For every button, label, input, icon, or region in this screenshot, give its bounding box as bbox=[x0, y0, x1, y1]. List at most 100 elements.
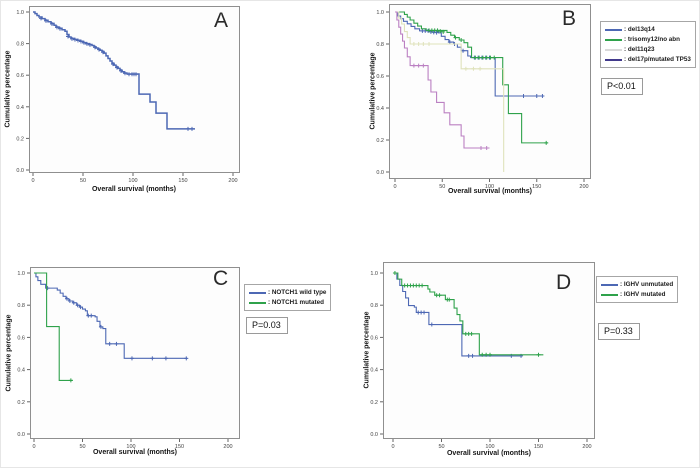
x-tick-label: 100 bbox=[128, 178, 137, 184]
legend-item: : del17p/mutated TP53 bbox=[605, 55, 691, 64]
legend-item: : IGHV mutated bbox=[601, 290, 673, 299]
survival-curve bbox=[33, 11, 195, 130]
x-tick-label: 50 bbox=[439, 184, 445, 190]
y-axis-label: Cumulative percentage bbox=[363, 311, 371, 389]
panel-letter-a: A bbox=[214, 9, 229, 32]
legend-label: : del13q14 bbox=[624, 26, 655, 33]
y-axis-label: Cumulative percentage bbox=[369, 52, 377, 130]
y-tick-label: 0.6 bbox=[370, 335, 378, 341]
survival-curve bbox=[395, 11, 544, 97]
survival-curve bbox=[395, 11, 505, 172]
y-tick-label: 1.0 bbox=[376, 10, 384, 16]
x-tick-label: 0 bbox=[391, 444, 394, 450]
legend-line-swatch bbox=[601, 293, 618, 296]
y-tick-label: 0.2 bbox=[370, 400, 378, 406]
legend-label: : NOTCH1 wild type bbox=[268, 289, 327, 296]
censor-marks bbox=[411, 42, 483, 71]
y-tick-label: 0.8 bbox=[370, 303, 378, 309]
legend-label: : IGHV mutated bbox=[620, 291, 666, 298]
censor-marks bbox=[39, 16, 194, 131]
legend-box: : del13q14 : trisomy12/no abn : del11q23 : … bbox=[600, 21, 696, 68]
x-tick-label: 200 bbox=[228, 178, 237, 184]
y-tick-label: 0.2 bbox=[16, 136, 24, 142]
p-value-box: P=0.03 bbox=[246, 317, 288, 334]
km-plot-c: 0 50 100 150 200 0.0 0.2 0.4 0.6 0.8 1.0 bbox=[17, 267, 240, 450]
km-plot-d: 0 50 100 150 200 0.0 0.2 0.4 0.6 0.8 1.0 bbox=[370, 262, 595, 450]
panel-letter-d: D bbox=[556, 271, 572, 294]
y-tick-label: 1.0 bbox=[17, 271, 25, 277]
legend-item: : NOTCH1 wild type bbox=[249, 288, 326, 297]
y-tick-label: 0.2 bbox=[376, 138, 384, 144]
censor-marks bbox=[45, 286, 189, 361]
legend-item: : NOTCH1 mutated bbox=[249, 298, 326, 307]
survival-curve bbox=[34, 272, 188, 359]
y-tick-label: 0.0 bbox=[376, 170, 384, 176]
legend-label: : trisomy12/no abn bbox=[624, 36, 680, 43]
legend-item: : trisomy12/no abn bbox=[605, 35, 691, 44]
legend-line-swatch bbox=[249, 291, 266, 294]
legend-line-swatch bbox=[605, 38, 622, 41]
y-tick-label: 0.6 bbox=[16, 73, 24, 79]
km-plot-a: 0 50 100 150 200 0.0 0.2 0.4 0.6 0.8 1.0 bbox=[16, 6, 240, 184]
x-axis-label: Overall survival (months) bbox=[446, 450, 532, 457]
p-value-box: P=0.33 bbox=[598, 323, 640, 340]
x-tick-label: 100 bbox=[485, 184, 494, 190]
x-tick-label: 150 bbox=[532, 184, 541, 190]
y-tick-label: 0.4 bbox=[16, 105, 24, 111]
y-tick-label: 1.0 bbox=[370, 271, 378, 277]
y-tick-label: 0.0 bbox=[17, 432, 25, 438]
x-tick-label: 100 bbox=[485, 444, 494, 450]
legend-line-swatch bbox=[605, 48, 622, 51]
censor-marks bbox=[420, 28, 545, 98]
legend-line-swatch bbox=[249, 301, 266, 304]
legend-line-swatch bbox=[601, 283, 618, 286]
censor-marks bbox=[427, 28, 549, 145]
x-tick-label: 200 bbox=[223, 444, 232, 450]
y-tick-label: 0.6 bbox=[376, 74, 384, 80]
censor-marks bbox=[411, 63, 489, 150]
x-axis-label: Overall survival (months) bbox=[91, 186, 177, 193]
survival-curve bbox=[395, 11, 490, 149]
x-tick-label: 50 bbox=[79, 444, 85, 450]
y-tick-label: 0.2 bbox=[17, 400, 25, 406]
y-tick-label: 0.4 bbox=[370, 368, 378, 374]
legend-label: : del11q23 bbox=[624, 46, 655, 53]
panel-letter-b: B bbox=[562, 7, 577, 30]
y-axis-label: Cumulative percentage bbox=[4, 50, 12, 128]
km-plot-b: 0 50 100 150 200 0.0 0.2 0.4 0.6 0.8 1.0 bbox=[376, 4, 591, 190]
legend-item: : IGHV unmutated bbox=[601, 280, 673, 289]
legend-box: : NOTCH1 wild type : NOTCH1 mutated bbox=[244, 284, 332, 311]
x-tick-label: 100 bbox=[126, 444, 135, 450]
x-tick-label: 150 bbox=[178, 178, 187, 184]
x-tick-label: 50 bbox=[438, 444, 444, 450]
y-tick-label: 0.8 bbox=[16, 42, 24, 48]
x-tick-label: 50 bbox=[80, 178, 86, 184]
survival-curve bbox=[395, 11, 549, 144]
y-tick-label: 0.6 bbox=[17, 335, 25, 341]
x-tick-label: 150 bbox=[175, 444, 184, 450]
legend-label: : del17p/mutated TP53 bbox=[624, 56, 691, 63]
censor-marks bbox=[392, 271, 541, 357]
y-tick-label: 0.4 bbox=[17, 368, 25, 374]
y-axis-label: Cumulative percentage bbox=[5, 314, 13, 392]
legend-item: : del13q14 bbox=[605, 25, 691, 34]
x-tick-label: 0 bbox=[32, 444, 35, 450]
legend-line-swatch bbox=[605, 58, 622, 61]
x-axis-label: Overall survival (months) bbox=[92, 449, 178, 456]
y-tick-label: 0.8 bbox=[17, 303, 25, 309]
legend-label: : IGHV unmutated bbox=[620, 281, 674, 288]
survival-curve bbox=[393, 272, 544, 356]
legend-label: : NOTCH1 mutated bbox=[268, 299, 324, 306]
survival-curve bbox=[34, 272, 73, 381]
censor-marks bbox=[68, 378, 73, 383]
x-tick-label: 0 bbox=[393, 184, 396, 190]
x-tick-label: 200 bbox=[579, 184, 588, 190]
x-axis-label: Overall survival (months) bbox=[447, 188, 533, 195]
y-tick-label: 1.0 bbox=[16, 10, 24, 16]
x-tick-label: 200 bbox=[582, 444, 591, 450]
